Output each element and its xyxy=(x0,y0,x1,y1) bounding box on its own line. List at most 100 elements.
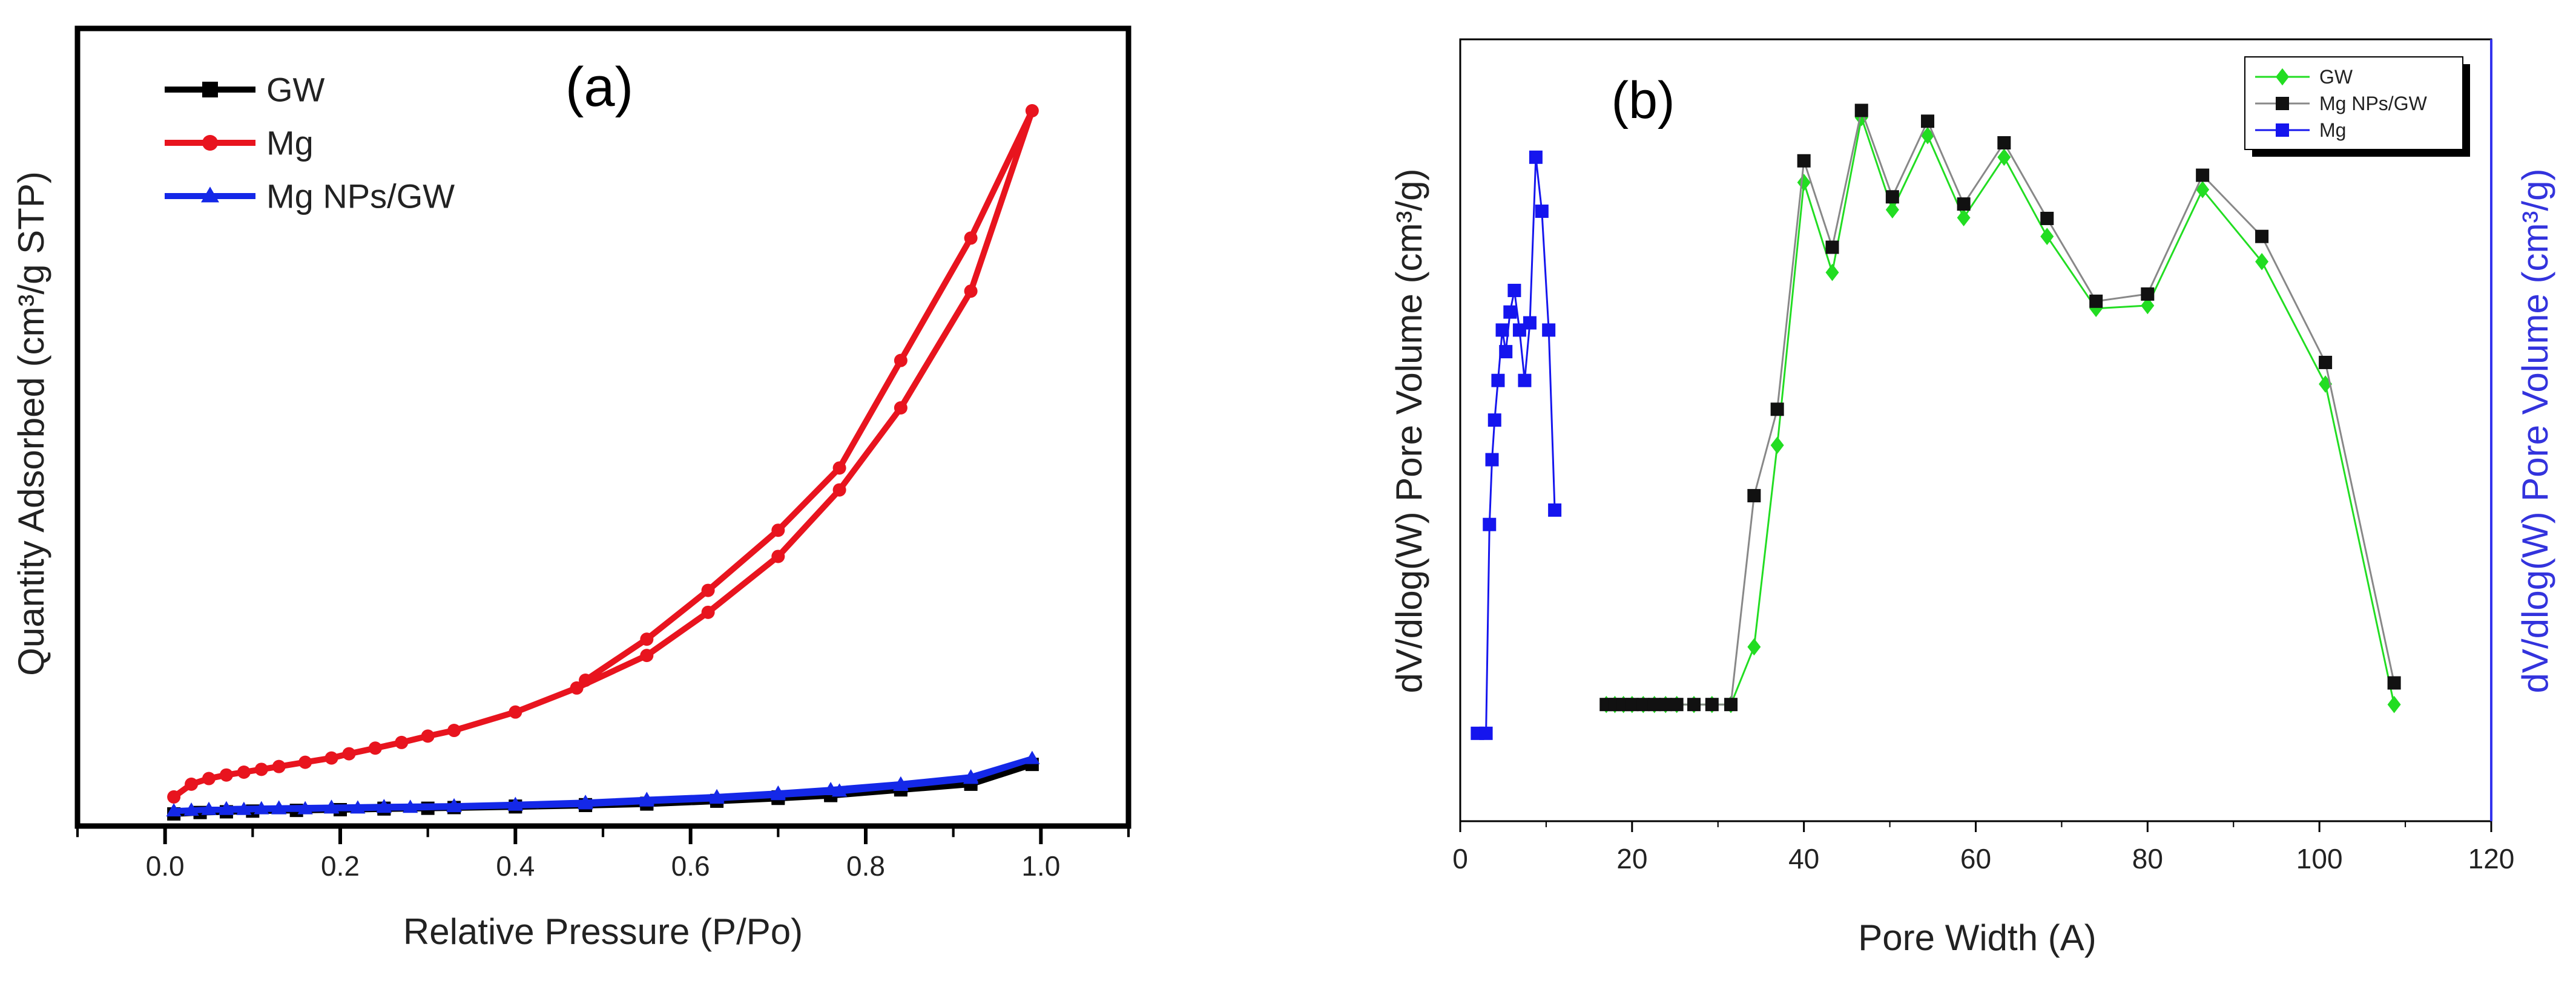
panel-b-data-point xyxy=(1503,305,1517,319)
panel-b-x-ticks: 0 20 40 60 80 100 120 xyxy=(1452,821,2514,874)
panel-b-data-point xyxy=(1687,698,1701,712)
panel-b-legend-marker xyxy=(2276,97,2289,110)
panel-a-data-point xyxy=(579,674,593,687)
panel-a-data-point xyxy=(701,583,715,597)
panel-b-x-tick-label: 0 xyxy=(1452,843,1468,874)
panel-b-x-axis-label: Pore Width (A) xyxy=(1858,917,2096,958)
panel-a-data-point xyxy=(509,705,522,719)
panel-a-data-point xyxy=(1025,104,1039,117)
panel-a-x-axis-label: Relative Pressure (P/Po) xyxy=(403,911,803,952)
panel-a-data-point xyxy=(298,755,312,769)
panel-a-legend-label: Mg NPs/GW xyxy=(266,177,455,215)
panel-b-x-tick-label: 100 xyxy=(2296,843,2343,874)
panel-b-label: (b) xyxy=(1611,71,1675,130)
panel-b-plot-frame xyxy=(1459,38,2492,822)
panel-a-data-point xyxy=(421,729,435,743)
panel-a-data-point xyxy=(894,353,908,367)
panel-a-legend-label: GW xyxy=(266,71,325,109)
panel-b-data-point xyxy=(1485,453,1499,467)
panel-b-data-point xyxy=(1542,323,1556,337)
panel-a-data-point xyxy=(324,751,338,765)
panel-b-data-point xyxy=(1512,323,1526,337)
panel-b-data-point xyxy=(2141,297,2155,315)
panel-a-data-point xyxy=(639,792,654,805)
panel-a-data-point xyxy=(185,777,199,791)
panel-b-data-point xyxy=(2141,287,2155,301)
panel-a-data-point xyxy=(297,801,313,815)
panel-b-data-point xyxy=(2319,355,2333,369)
panel-b-data-point xyxy=(2387,676,2401,690)
panel-b-data-point xyxy=(1518,373,1532,387)
panel-b-data-point xyxy=(1491,373,1505,387)
panel-b-data-point xyxy=(1548,503,1562,517)
panel-a-data-point xyxy=(271,800,287,814)
panel-b-data-point xyxy=(2089,294,2103,308)
panel-a-data-point xyxy=(254,801,269,815)
panel-a-data-point xyxy=(376,799,392,813)
panel-b-x-tick-label: 20 xyxy=(1616,843,1647,874)
panel-b-right-y-axis-label: dV/dlog(W) Pore Volume (cm³/g) xyxy=(2515,169,2555,694)
panel-a-data-point xyxy=(167,790,181,804)
panel-a-data-point xyxy=(570,681,584,695)
panel-b-series xyxy=(1471,103,2401,740)
panel-b-data-point xyxy=(1499,345,1513,359)
panel-b-data-point xyxy=(2040,211,2054,225)
panel-a-data-point xyxy=(272,759,286,773)
panel-a-data-point xyxy=(963,769,979,782)
panel-b-y-axis-label: dV/dlog(W) Pore Volume (cm³/g) xyxy=(1389,169,1429,694)
panel-b-data-point xyxy=(1523,316,1537,330)
panel-a-data-point xyxy=(395,735,409,749)
panel-b-data-point xyxy=(2196,168,2210,182)
panel-b-data-point xyxy=(1957,197,1971,211)
panel-b-chart: 0 20 40 60 80 100 120 (b) Pore Width (A) dV/dl… xyxy=(1389,38,2555,958)
panel-b-x-tick-label: 80 xyxy=(2132,843,2163,874)
panel-b-legend-label: Mg xyxy=(2319,119,2346,141)
panel-a-data-point xyxy=(201,801,217,815)
panel-a-legend-marker xyxy=(202,82,218,97)
panel-b-data-point xyxy=(1825,240,1839,254)
panel-a-label: (a) xyxy=(565,56,633,118)
panel-a-data-point xyxy=(832,483,846,497)
panel-b-data-point xyxy=(1659,698,1673,712)
panel-b-data-point xyxy=(1885,201,1899,218)
panel-a-data-point xyxy=(894,401,908,415)
panel-b-data-point xyxy=(2040,228,2054,245)
panel-b-series-1 xyxy=(1599,103,2401,712)
panel-b-data-point xyxy=(1625,698,1639,712)
panel-b-data-point xyxy=(1770,402,1784,416)
panel-b-data-point xyxy=(1825,263,1839,281)
panel-b-data-point xyxy=(1885,190,1899,204)
panel-a-series-2 xyxy=(166,750,1040,817)
panel-a-data-point xyxy=(323,799,340,813)
panel-b-data-point xyxy=(1487,413,1501,427)
panel-a-legend-label: Mg xyxy=(266,124,314,162)
panel-b-data-point xyxy=(1747,638,1761,656)
panel-b-data-point xyxy=(1997,148,2011,166)
panel-b-data-point xyxy=(1997,136,2011,149)
panel-b-data-point xyxy=(2387,695,2401,713)
panel-b-data-point xyxy=(1479,726,1493,740)
panel-b-data-point xyxy=(2196,181,2210,198)
panel-a-data-point xyxy=(237,766,251,779)
panel-b-data-point xyxy=(2255,253,2269,271)
panel-b-data-point xyxy=(1921,114,1935,128)
panel-a-x-tick-label: 0.2 xyxy=(321,850,360,882)
panel-b-data-point xyxy=(1647,698,1661,712)
panel-a-data-point xyxy=(578,795,593,808)
panel-b-data-point xyxy=(1854,103,1868,117)
panel-a-legend: GW Mg Mg NPs/GW xyxy=(165,71,455,215)
panel-a-data-point xyxy=(350,800,366,814)
panel-a-legend-marker xyxy=(201,186,219,203)
panel-a-data-point xyxy=(701,605,715,619)
panel-b-data-point xyxy=(1535,205,1549,218)
panel-b-data-point xyxy=(1921,126,1935,145)
panel-b-series-2 xyxy=(1471,150,1562,740)
panel-b-data-point xyxy=(1670,698,1684,712)
panel-a-x-ticks: 0.0 0.2 0.4 0.6 0.8 1.0 xyxy=(76,828,1130,882)
panel-b-data-point xyxy=(1797,154,1811,168)
panel-a-data-point xyxy=(254,762,268,776)
panel-b-legend-marker xyxy=(2276,68,2289,86)
panel-b-data-point xyxy=(1495,323,1509,337)
panel-a-data-point xyxy=(183,802,199,816)
